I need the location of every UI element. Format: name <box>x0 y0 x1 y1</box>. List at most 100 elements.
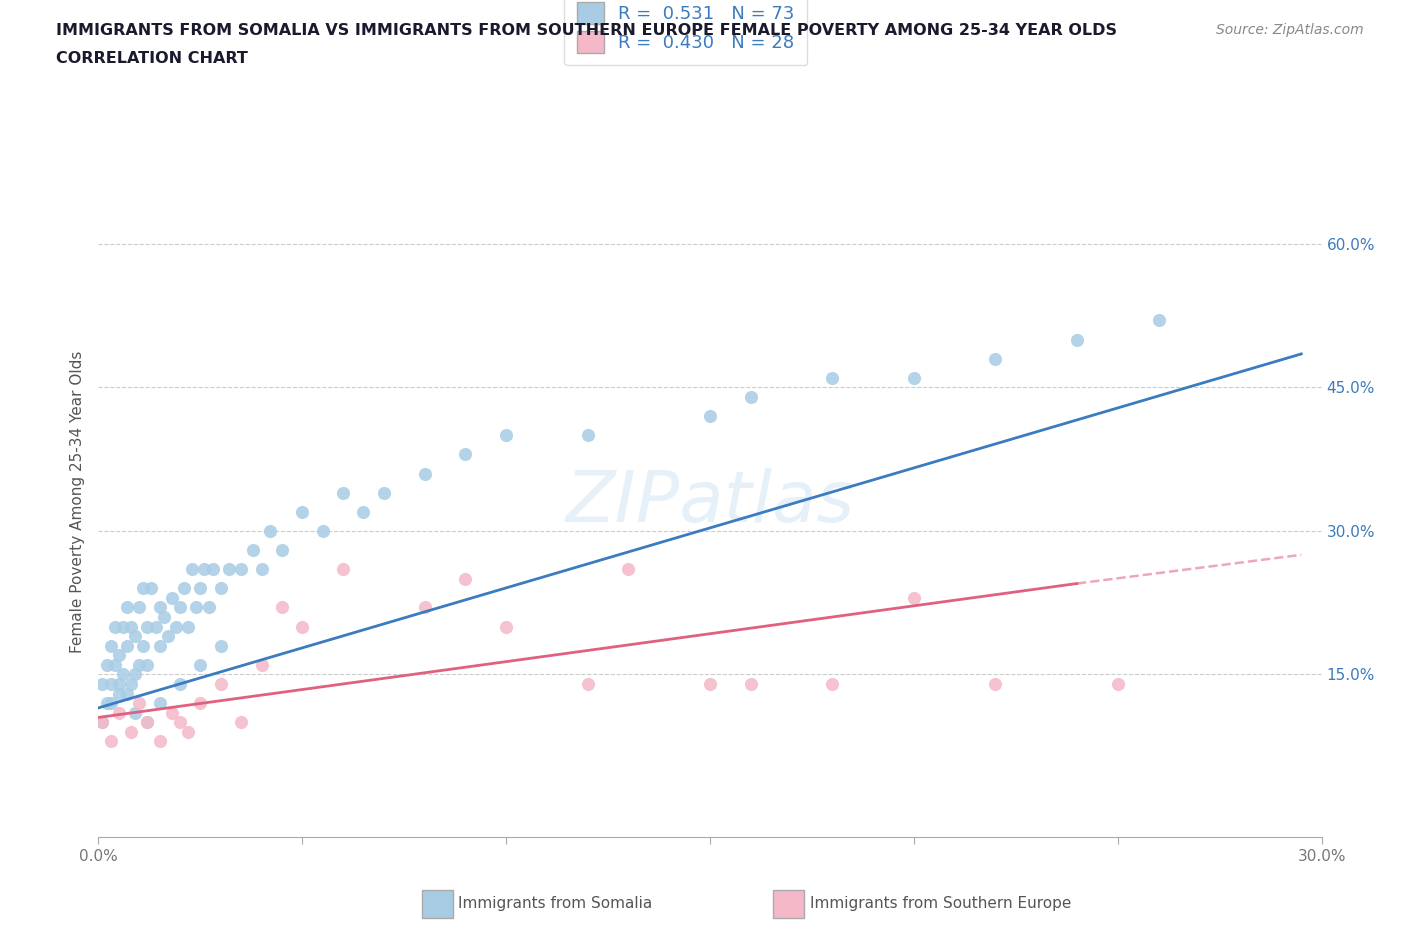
Point <box>1107 676 1129 691</box>
Point <box>160 705 183 720</box>
Point <box>149 638 172 653</box>
Point <box>149 696 172 711</box>
Point <box>108 705 131 720</box>
Point <box>100 696 122 711</box>
Point <box>699 408 721 423</box>
Point <box>259 524 281 538</box>
Point <box>209 581 232 596</box>
Point <box>124 629 146 644</box>
Point <box>120 676 142 691</box>
Point <box>218 562 240 577</box>
Point <box>96 658 118 672</box>
Point <box>209 638 232 653</box>
Point <box>156 629 179 644</box>
Point <box>250 658 273 672</box>
Point <box>169 600 191 615</box>
Point <box>903 591 925 605</box>
Point <box>576 428 599 443</box>
Point <box>291 504 314 519</box>
Point <box>186 600 208 615</box>
Point <box>413 466 436 481</box>
Point <box>332 485 354 500</box>
Point <box>352 504 374 519</box>
Point <box>91 715 114 730</box>
Point <box>188 696 212 711</box>
Point <box>270 600 294 615</box>
Point <box>128 658 150 672</box>
Point <box>231 562 253 577</box>
Point <box>91 715 114 730</box>
Point <box>332 562 354 577</box>
Point <box>617 562 640 577</box>
Point <box>250 562 273 577</box>
Point <box>821 676 844 691</box>
Point <box>740 676 762 691</box>
Point <box>160 591 183 605</box>
Text: Source: ZipAtlas.com: Source: ZipAtlas.com <box>1216 23 1364 37</box>
Point <box>111 667 134 682</box>
Point <box>141 581 163 596</box>
Point <box>100 734 122 749</box>
Point <box>104 658 127 672</box>
Point <box>165 619 187 634</box>
Point <box>115 600 138 615</box>
Point <box>188 658 212 672</box>
Point <box>1066 332 1088 347</box>
Point <box>152 609 174 624</box>
Point <box>100 676 122 691</box>
Point <box>136 715 159 730</box>
Point <box>821 370 844 385</box>
Point <box>124 705 146 720</box>
Point <box>124 667 146 682</box>
Point <box>100 638 122 653</box>
Point <box>104 619 127 634</box>
Point <box>96 696 118 711</box>
Point <box>242 542 264 557</box>
Point <box>108 676 131 691</box>
Point <box>169 676 191 691</box>
Point <box>177 724 200 739</box>
Point <box>91 676 114 691</box>
Point <box>193 562 215 577</box>
Point <box>984 676 1007 691</box>
Point <box>903 370 925 385</box>
Point <box>291 619 314 634</box>
Point <box>413 600 436 615</box>
Point <box>145 619 167 634</box>
Point <box>188 581 212 596</box>
Point <box>197 600 219 615</box>
Point <box>495 619 517 634</box>
Point <box>454 447 477 462</box>
Point <box>312 524 335 538</box>
Point <box>132 581 155 596</box>
Point <box>120 724 142 739</box>
Point <box>120 619 142 634</box>
Point <box>136 658 159 672</box>
Point <box>209 676 232 691</box>
Point <box>173 581 195 596</box>
Y-axis label: Female Poverty Among 25-34 Year Olds: Female Poverty Among 25-34 Year Olds <box>69 351 84 654</box>
Point <box>169 715 191 730</box>
Point <box>201 562 224 577</box>
Point <box>576 676 599 691</box>
Legend: R =  0.531   N = 73, R =  0.430   N = 28: R = 0.531 N = 73, R = 0.430 N = 28 <box>564 0 807 65</box>
Text: IMMIGRANTS FROM SOMALIA VS IMMIGRANTS FROM SOUTHERN EUROPE FEMALE POVERTY AMONG : IMMIGRANTS FROM SOMALIA VS IMMIGRANTS FR… <box>56 23 1118 38</box>
Point <box>108 686 131 701</box>
Point <box>373 485 395 500</box>
Point <box>115 638 138 653</box>
Point <box>495 428 517 443</box>
Point <box>149 600 172 615</box>
Point <box>128 600 150 615</box>
Point <box>149 734 172 749</box>
Point <box>984 352 1007 366</box>
Point <box>231 715 253 730</box>
Point <box>128 696 150 711</box>
Point <box>740 390 762 405</box>
Point <box>181 562 204 577</box>
Text: ZIPatlas: ZIPatlas <box>565 468 855 537</box>
Point <box>111 619 134 634</box>
Point <box>1147 313 1170 328</box>
Point <box>115 686 138 701</box>
Point <box>454 571 477 586</box>
Text: CORRELATION CHART: CORRELATION CHART <box>56 51 247 66</box>
